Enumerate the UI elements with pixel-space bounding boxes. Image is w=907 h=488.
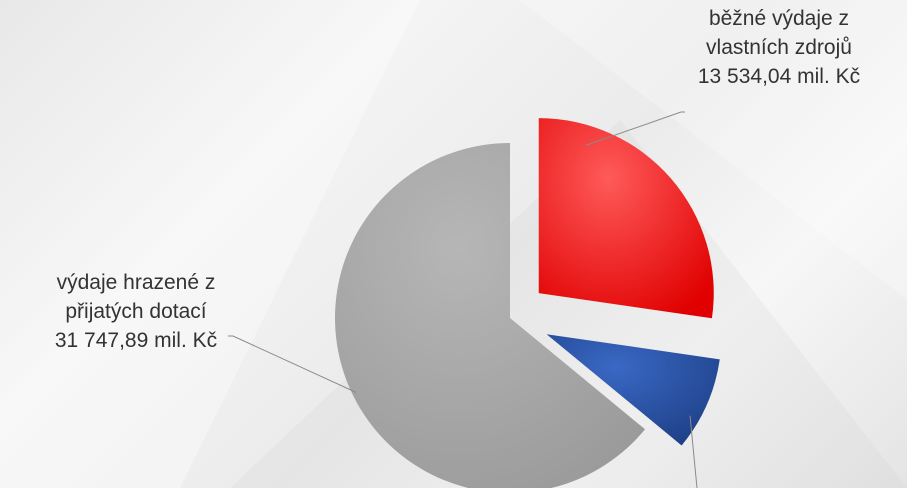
leader-line-other xyxy=(689,415,698,488)
slice-label-own-resources: běžné výdaje z vlastních zdrojů 13 534,0… xyxy=(648,4,907,91)
leader-line-subsidies xyxy=(228,335,357,393)
slice-label-line: 13 534,04 mil. Kč xyxy=(697,65,861,88)
slice-label-subsidies: výdaje hrazené z přijatých dotací 31 747… xyxy=(0,268,272,355)
slice-label-line: přijatých dotací xyxy=(65,300,207,323)
slice-label-line: 31 747,89 mil. Kč xyxy=(54,329,218,352)
slice-label-line: výdaje hrazené z xyxy=(56,271,216,294)
pie-slice-other xyxy=(546,334,720,446)
slice-label-line: běžné výdaje z xyxy=(708,7,850,30)
pie-slice-own-resources xyxy=(538,118,714,319)
slice-label-line: vlastních zdrojů xyxy=(706,36,852,59)
leader-line-own-resources xyxy=(585,111,685,146)
pie-slice-subsidies xyxy=(335,143,646,488)
